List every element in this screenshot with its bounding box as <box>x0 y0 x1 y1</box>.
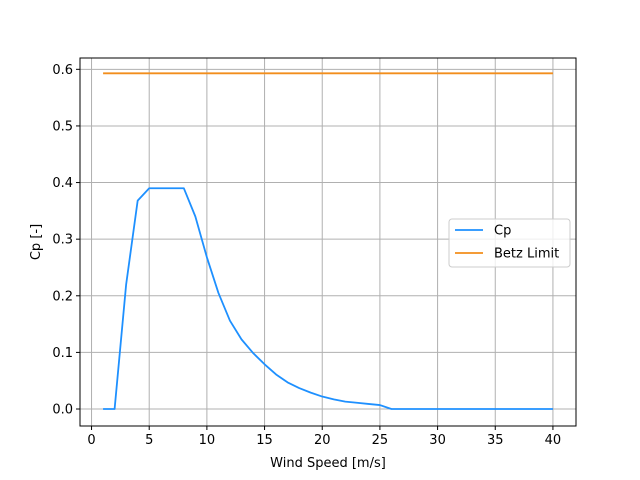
x-tick-label: 10 <box>199 433 216 448</box>
x-tick-label: 20 <box>314 433 331 448</box>
series-lines <box>103 72 553 410</box>
x-tick-label: 40 <box>545 433 562 448</box>
legend: Cp Betz Limit <box>448 218 571 268</box>
legend-label-cp: Cp <box>494 224 511 239</box>
y-tick-label: 0.0 <box>52 403 73 418</box>
x-tick-label: 35 <box>487 433 504 448</box>
plot-frame <box>79 57 577 427</box>
y-tick-label: 0.4 <box>52 176 73 191</box>
x-tick-label: 5 <box>145 433 153 448</box>
y-tick-label: 0.2 <box>52 289 73 304</box>
y-tick-label: 0.1 <box>52 346 73 361</box>
x-axis-label: Wind Speed [m/s] <box>270 456 386 471</box>
y-tick-label: 0.5 <box>52 119 73 134</box>
x-ticks: 0 5 10 15 20 25 30 35 40 <box>87 426 561 448</box>
y-tick-label: 0.6 <box>52 63 73 78</box>
legend-box <box>448 218 571 268</box>
y-ticks: 0.0 0.1 0.2 0.3 0.4 0.5 0.6 <box>52 63 80 418</box>
x-tick-label: 30 <box>429 433 446 448</box>
y-axis-label: Cp [-] <box>29 224 44 260</box>
legend-label-betz-limit: Betz Limit <box>494 247 559 262</box>
x-tick-label: 15 <box>256 433 273 448</box>
series-line-cp <box>103 187 553 410</box>
x-tick-label: 25 <box>372 433 389 448</box>
y-tick-label: 0.3 <box>52 233 73 248</box>
x-tick-label: 0 <box>87 433 95 448</box>
